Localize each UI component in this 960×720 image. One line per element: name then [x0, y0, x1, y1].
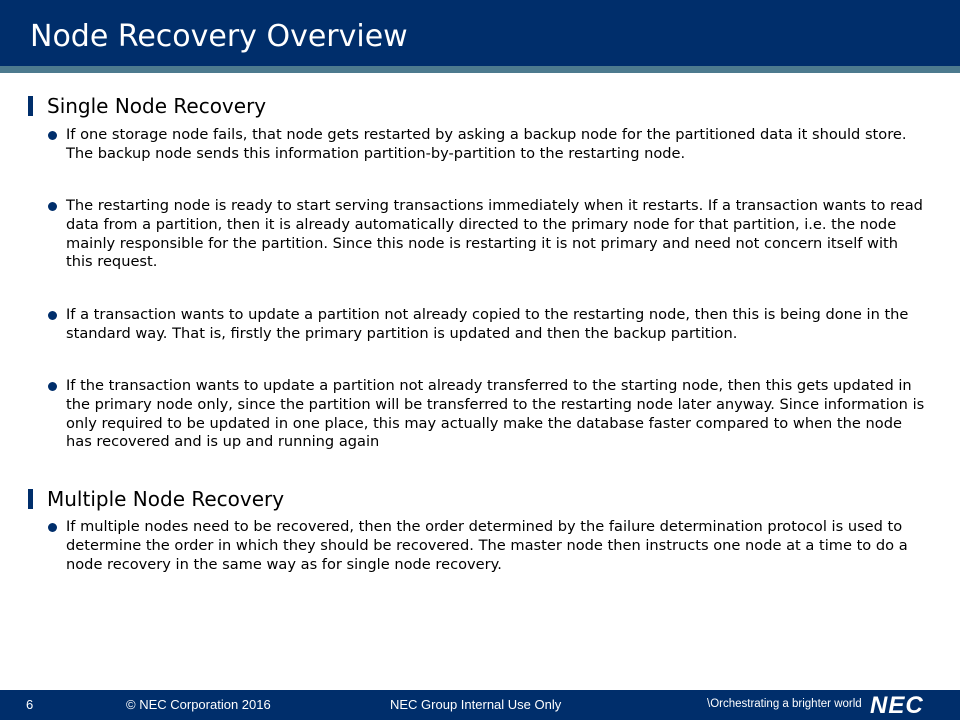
title-divider	[0, 66, 960, 73]
section-heading-single: Single Node Recovery	[28, 94, 266, 118]
bullet-item: If the transaction wants to update a par…	[48, 377, 928, 452]
footer-bar: 6 © NEC Corporation 2016 NEC Group Inter…	[0, 690, 960, 720]
bullet-item: If multiple nodes need to be recovered, …	[48, 518, 928, 574]
bullet-item: If a transaction wants to update a parti…	[48, 306, 928, 344]
bullet-text: If multiple nodes need to be recovered, …	[66, 518, 908, 573]
bullet-dot	[48, 131, 57, 140]
section-title: Single Node Recovery	[47, 94, 267, 118]
bullet-text: If a transaction wants to update a parti…	[66, 306, 909, 342]
classification-label: NEC Group Internal Use Only	[390, 697, 562, 712]
bullet-dot	[48, 202, 57, 211]
bullet-item: The restarting node is ready to start se…	[48, 197, 928, 272]
title-bar: Node Recovery Overview	[0, 0, 960, 66]
slide-title: Node Recovery Overview	[30, 19, 408, 54]
bullet-text: If the transaction wants to update a par…	[66, 377, 925, 451]
bullet-item: If one storage node fails, that node get…	[48, 126, 928, 164]
bullet-dot	[48, 523, 57, 532]
bullet-text: If one storage node fails, that node get…	[66, 126, 907, 162]
heading-marker	[28, 489, 33, 509]
bullet-text: The restarting node is ready to start se…	[66, 197, 923, 271]
section-title: Multiple Node Recovery	[47, 487, 285, 511]
nec-logo: NEC	[870, 692, 924, 719]
bullet-dot	[48, 311, 57, 320]
copyright-text: © NEC Corporation 2016	[126, 697, 271, 712]
brand-tagline: \Orchestrating a brighter world	[707, 698, 862, 710]
page-number: 6	[26, 697, 34, 712]
section-heading-multiple: Multiple Node Recovery	[28, 487, 284, 511]
heading-marker	[28, 96, 33, 116]
bullet-dot	[48, 382, 57, 391]
